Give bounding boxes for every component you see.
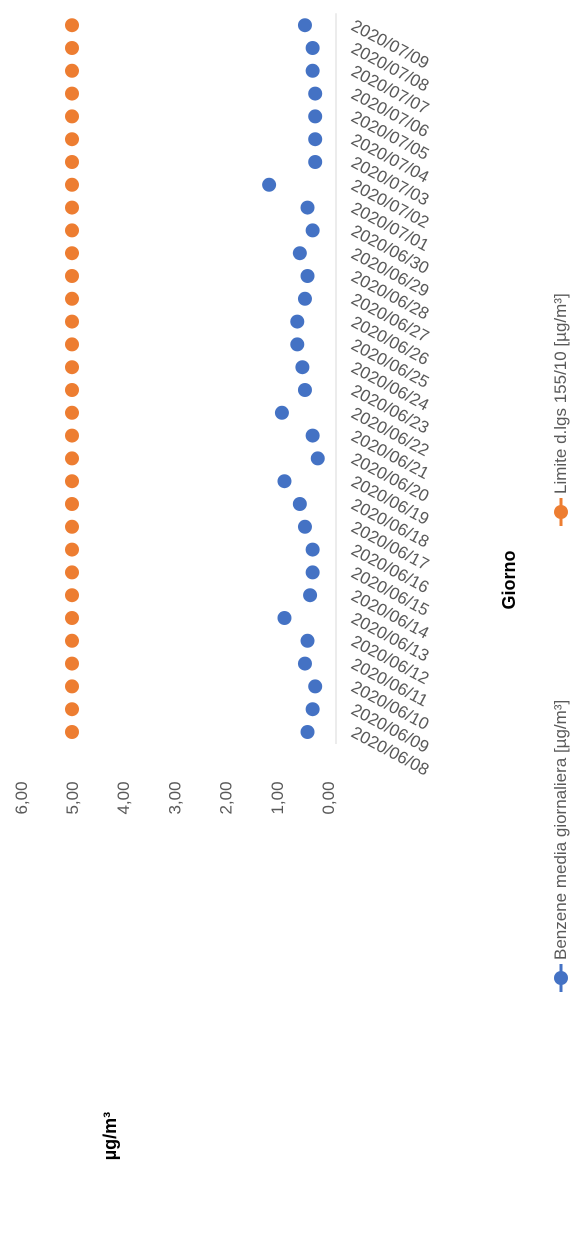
- benzene-point: [274, 405, 289, 420]
- limit-point: [65, 542, 79, 557]
- benzene-point: [300, 269, 315, 283]
- limit-point: [65, 519, 79, 534]
- limit-point: [65, 633, 79, 648]
- limit-point: [65, 109, 79, 124]
- benzene-point: [305, 565, 320, 580]
- benzene-point: [308, 679, 323, 694]
- y-tick-label: 0,00: [319, 781, 338, 814]
- benzene-point: [305, 542, 320, 557]
- limit-point: [65, 18, 79, 33]
- legend-marker: [554, 971, 568, 985]
- benzene-point: [308, 86, 323, 101]
- y-tick-label: 6,00: [12, 781, 31, 814]
- x-axis-tick-labels: 2020/06/082020/06/092020/06/102020/06/11…: [348, 16, 432, 780]
- limit-point: [65, 679, 79, 694]
- limit-point: [65, 291, 79, 306]
- limit-point: [65, 314, 79, 329]
- limit-point: [65, 725, 79, 739]
- y-tick-label: 5,00: [63, 781, 82, 814]
- benzene-point: [297, 383, 312, 397]
- limit-point: [65, 269, 79, 283]
- benzene-point: [297, 18, 312, 33]
- limit-point: [65, 497, 79, 511]
- benzene-point: [305, 702, 320, 717]
- legend-label: Limite d.lgs 155/10 [µg/m³]: [551, 293, 570, 494]
- benzene-point: [303, 588, 318, 603]
- benzene-point: [308, 155, 323, 169]
- benzene-point: [295, 360, 310, 375]
- data-points: [65, 18, 325, 739]
- benzene-point: [292, 497, 307, 511]
- benzene-point: [297, 519, 312, 534]
- limit-point: [65, 177, 79, 192]
- limit-point: [65, 451, 79, 466]
- legend-label: Benzene media giornaliera [µg/m³]: [551, 700, 570, 960]
- limit-point: [65, 611, 79, 625]
- benzene-point: [300, 200, 315, 215]
- benzene-point: [305, 63, 320, 78]
- benzene-point: [292, 246, 307, 261]
- benzene-point: [308, 109, 323, 124]
- benzene-point: [277, 474, 292, 489]
- benzene-point: [305, 428, 320, 443]
- benzene-point: [262, 177, 277, 192]
- limit-point: [65, 383, 79, 397]
- limit-point: [65, 474, 79, 489]
- benzene-point: [290, 314, 305, 329]
- limit-point: [65, 41, 79, 55]
- limit-point: [65, 428, 79, 443]
- limit-point: [65, 337, 79, 352]
- limit-point: [65, 702, 79, 717]
- limit-point: [65, 246, 79, 261]
- y-tick-label: 3,00: [165, 781, 184, 814]
- limit-point: [65, 565, 79, 580]
- limit-point: [65, 200, 79, 215]
- y-tick-label: 1,00: [268, 781, 287, 814]
- limit-point: [65, 588, 79, 603]
- limit-point: [65, 63, 79, 78]
- x-axis-title: Giorno: [499, 551, 519, 610]
- benzene-point: [308, 132, 323, 147]
- benzene-point: [297, 291, 312, 306]
- benzene-point: [305, 41, 320, 55]
- limit-point: [65, 132, 79, 147]
- y-tick-label: 4,00: [114, 781, 133, 814]
- limit-point: [65, 360, 79, 375]
- limit-point: [65, 86, 79, 101]
- benzene-point: [305, 223, 320, 238]
- legend-marker: [554, 505, 568, 519]
- benzene-point: [297, 656, 312, 671]
- benzene-point: [300, 633, 315, 648]
- y-tick-label: 2,00: [217, 781, 236, 814]
- benzene-point: [300, 725, 315, 739]
- y-axis-title: µg/m³: [100, 1112, 120, 1160]
- legend: Benzene media giornaliera [µg/m³] Limite …: [551, 293, 570, 992]
- limit-point: [65, 223, 79, 238]
- benzene-point: [277, 611, 292, 625]
- limit-point: [65, 656, 79, 671]
- limit-point: [65, 155, 79, 169]
- benzene-point: [310, 451, 325, 466]
- benzene-point: [290, 337, 305, 352]
- limit-point: [65, 405, 79, 420]
- y-axis-ticks: 0,00 1,00 2,00 3,00 4,00 5,00 6,00: [12, 781, 338, 814]
